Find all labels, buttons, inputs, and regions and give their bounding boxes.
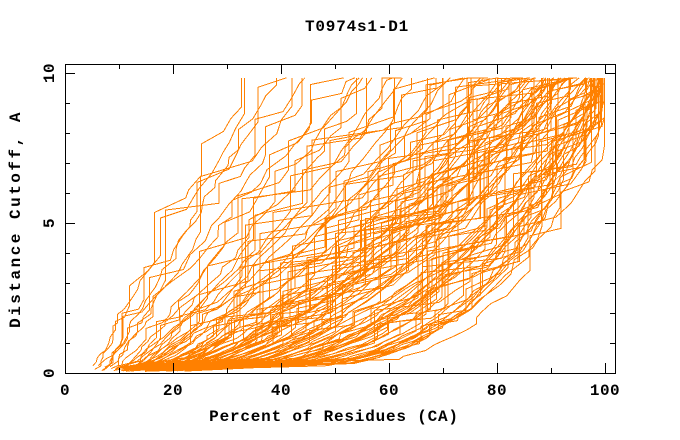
y-tick-label: 0 [41, 368, 59, 378]
model-curve [97, 77, 306, 366]
model-curve [109, 77, 355, 368]
model-curves [92, 77, 606, 372]
model-curve [128, 77, 395, 370]
model-curve [120, 77, 451, 369]
model-curve [176, 77, 577, 372]
model-curve [121, 77, 485, 368]
model-curve [176, 77, 571, 367]
model-curve [104, 77, 287, 368]
model-curve [92, 77, 246, 366]
x-tick-label: 60 [379, 382, 399, 400]
model-curve [144, 77, 490, 370]
model-curve [125, 77, 550, 369]
model-curve [180, 77, 602, 370]
axes [65, 64, 616, 374]
model-curve [117, 77, 435, 367]
model-curve [94, 77, 243, 370]
model-curve [115, 77, 357, 369]
model-curve [155, 77, 603, 372]
x-tick-label: 100 [590, 382, 620, 400]
model-curve [160, 77, 561, 366]
y-tick-label: 10 [41, 63, 59, 83]
model-curve [101, 77, 303, 371]
model-curve [164, 77, 575, 367]
model-curve [113, 77, 472, 371]
model-curve [180, 77, 594, 371]
model-curve [168, 77, 521, 368]
model-curve [180, 77, 591, 370]
model-curve [128, 77, 437, 370]
model-curve [123, 77, 547, 370]
x-axis-label: Percent of Residues (CA) [209, 408, 459, 426]
model-curve [144, 77, 600, 366]
model-curve [129, 77, 402, 369]
y-tick-label: 5 [41, 218, 59, 228]
plot-border [65, 64, 616, 374]
model-curve [187, 77, 606, 367]
model-curve [123, 77, 507, 372]
model-curve [135, 77, 524, 366]
x-tick-label: 20 [163, 382, 183, 400]
model-curve [157, 77, 548, 370]
x-tick-label: 80 [487, 382, 507, 400]
model-curve [148, 77, 568, 367]
model-curve [155, 77, 606, 369]
model-curve [132, 77, 544, 366]
model-curve [137, 77, 591, 370]
model-curve [143, 77, 531, 367]
tick-labels: 0 20 40 60 80 100 0 5 10 [41, 63, 620, 400]
model-curve [159, 77, 600, 369]
model-curve [182, 77, 600, 366]
model-curve [145, 77, 595, 372]
model-curve [170, 77, 602, 371]
model-curve [173, 77, 598, 366]
model-curve [187, 77, 602, 367]
model-curve [137, 77, 394, 366]
x-tick-label: 40 [271, 382, 291, 400]
model-curve [145, 77, 580, 368]
model-curve [135, 77, 603, 366]
model-curve [121, 77, 360, 372]
model-curve [117, 77, 363, 369]
model-curve [130, 77, 561, 372]
model-curve [137, 77, 444, 368]
model-curve [125, 77, 373, 370]
model-curve [169, 77, 528, 371]
model-curve [136, 77, 571, 371]
chart-title: T0974s1-D1 [305, 18, 409, 36]
model-curve [187, 77, 602, 369]
x-tick-label: 0 [60, 382, 70, 400]
y-axis-label: Distance Cutoff, A [7, 110, 25, 328]
model-curve [140, 77, 601, 369]
model-curve [145, 77, 428, 369]
model-curve [134, 77, 516, 370]
model-curve [126, 77, 520, 368]
